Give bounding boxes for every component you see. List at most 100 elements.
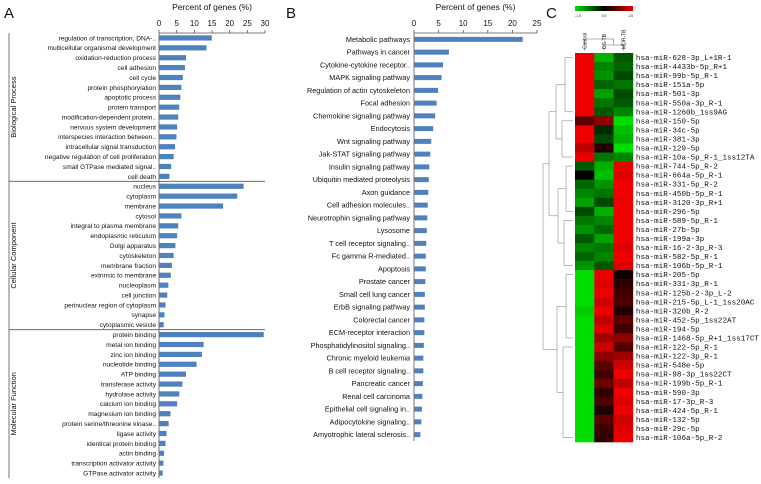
panel-a-group-label: Biological Process: [9, 76, 18, 138]
panel-a-tick-label: 20: [225, 19, 234, 28]
panel-a-category-label: actin binding: [119, 451, 156, 458]
panel-b-bar: [414, 189, 429, 195]
panel-b-tick-label: 20: [508, 19, 517, 28]
heatmap-row-label: hsa-miR-320b_R-2: [636, 308, 709, 316]
heatmap-cell: [613, 152, 634, 162]
panel-a-bar: [159, 163, 172, 170]
panel-a-bar: [159, 401, 178, 407]
heatmap-cell: [613, 405, 634, 416]
panel-a-bar: [159, 341, 204, 348]
panel-a-bar: [159, 223, 179, 229]
panel-b-category-label: Wnt signaling pathway: [337, 137, 410, 146]
heatmap-cell: [613, 351, 634, 361]
heatmap-cell: [594, 270, 614, 280]
heatmap-cell: [594, 215, 614, 226]
panel-b-bar: [414, 177, 429, 183]
panel-b-bar: [414, 253, 426, 259]
panel-a-category-label: nucleotide binding: [103, 362, 156, 369]
panel-a-bar: [159, 411, 171, 417]
panel-b-category-label: Chemokine signaling pathway: [313, 111, 410, 120]
heatmap-scale-max-label: 1.5: [628, 14, 633, 18]
heatmap-cell: [575, 297, 595, 307]
heatmap-cell: [613, 53, 634, 63]
panel-a-category-label: nervous system development: [70, 124, 156, 131]
heatmap-cell: [594, 351, 614, 361]
panel-a-category-label: Golgi apparatus: [109, 243, 156, 250]
heatmap-row-label: hsa-miR-10a-5p_R-1_1ss12TA: [636, 155, 755, 163]
heatmap-row-label: hsa-miR-205-5p: [636, 272, 700, 280]
panel-b-category-label: Cytokine-cytokine receptor..: [320, 60, 410, 69]
heatmap-cell: [594, 161, 614, 171]
heatmap-cell: [613, 396, 634, 407]
panel-b-bar: [414, 342, 424, 348]
heatmap-cell: [575, 351, 595, 361]
heatmap-cell: [613, 188, 634, 199]
panel-b-tick-label: 10: [459, 19, 468, 28]
heatmap-row-label: hsa-miR-589-5p_R-1: [636, 218, 718, 226]
heatmap-cell: [613, 252, 634, 262]
heatmap-cell: [613, 324, 634, 334]
panel-b-category-label: Axon guidance: [362, 188, 410, 197]
panel-b-bar: [414, 62, 444, 68]
heatmap-cell: [594, 279, 614, 289]
heatmap-row-label: hsa-miR-122-3p_R-1: [636, 354, 718, 362]
panel-a-bar: [159, 351, 202, 357]
heatmap-cell: [613, 270, 634, 280]
heatmap-cell: [594, 242, 614, 253]
heatmap-cell: [575, 279, 595, 289]
panel-a-bar: [159, 332, 264, 338]
panel-a-bar: [159, 252, 174, 259]
heatmap-cell: [575, 396, 595, 407]
panel-a-tick-label: 5: [174, 19, 179, 28]
heatmap-cell: [613, 423, 634, 434]
panel-a-bar: [159, 282, 169, 288]
panel-b-category-label: Adipocytokine signaling..: [330, 417, 410, 426]
heatmap-cell: [613, 288, 634, 298]
panel-a-category-label: cytosol: [135, 213, 156, 220]
heatmap-row-label: hsa-miR-1468-5p_R+1_1ss17CT: [636, 335, 759, 343]
heatmap-cell: [594, 188, 614, 199]
heatmap-row-label: hsa-miR-628-3p_L+1R-1: [636, 55, 732, 63]
heatmap-cell: [594, 396, 614, 407]
panel-a-bar: [159, 65, 185, 71]
panel-a-bar: [159, 104, 180, 110]
panel-a-category-label: protein phosphorylation: [87, 85, 156, 92]
panel-b-bar: [414, 266, 426, 272]
heatmap-cell: [594, 252, 614, 262]
panel-a-group-label: Cellular Component: [9, 221, 18, 288]
panel-a-category-label: cytoplasm: [126, 194, 156, 201]
heatmap-cell: [594, 432, 614, 443]
heatmap-color-scale: [575, 6, 633, 11]
heatmap-cell: [594, 197, 614, 208]
heatmap-cell: [575, 179, 595, 189]
panel-a-category-label: multicellular organismal development: [48, 45, 157, 52]
panel-a-category-label: regulation of transcription, DNA-..: [59, 35, 157, 42]
heatmap-cell: [613, 333, 634, 343]
panel-b-category-label: Jak-STAT signaling pathway: [319, 150, 411, 159]
heatmap-cell: [594, 125, 614, 135]
heatmap-cell: [613, 170, 634, 180]
heatmap-cell: [575, 152, 595, 162]
heatmap-cell: [575, 306, 595, 316]
panel-a-tick-label: 30: [261, 19, 270, 28]
panel-a-category-label: zinc ion binding: [111, 352, 157, 359]
heatmap-row-label: hsa-miR-331-3p_R-1: [636, 281, 718, 289]
heatmap-cell: [575, 405, 595, 416]
heatmap-cell: [613, 62, 634, 72]
panel-a-bar: [159, 35, 212, 41]
heatmap-cell: [613, 297, 634, 307]
heatmap-cell: [575, 360, 595, 370]
panel-b-category-label: Small cell lung cancer: [339, 290, 411, 299]
panel-a-category-label: membrane: [124, 203, 156, 210]
heatmap-cell: [613, 432, 634, 443]
heatmap-column-label: MDR-TB: [621, 29, 627, 49]
panel-a-bar: [159, 421, 169, 427]
panel-b-category-label: MAPK signaling pathway: [329, 73, 410, 82]
heatmap-row-label: hsa-miR-450b-5p_R-1: [636, 191, 723, 199]
panel-a-bar: [159, 124, 178, 130]
heatmap-row-label: hsa-miR-381-3p: [636, 136, 700, 144]
panel-a-bar: [159, 55, 186, 61]
heatmap-cell: [594, 324, 614, 334]
heatmap-row-label: hsa-miR-215-5p_L-1_1ss20AC: [636, 299, 755, 307]
panel-b-category-label: Insulin signaling pathway: [329, 162, 410, 171]
